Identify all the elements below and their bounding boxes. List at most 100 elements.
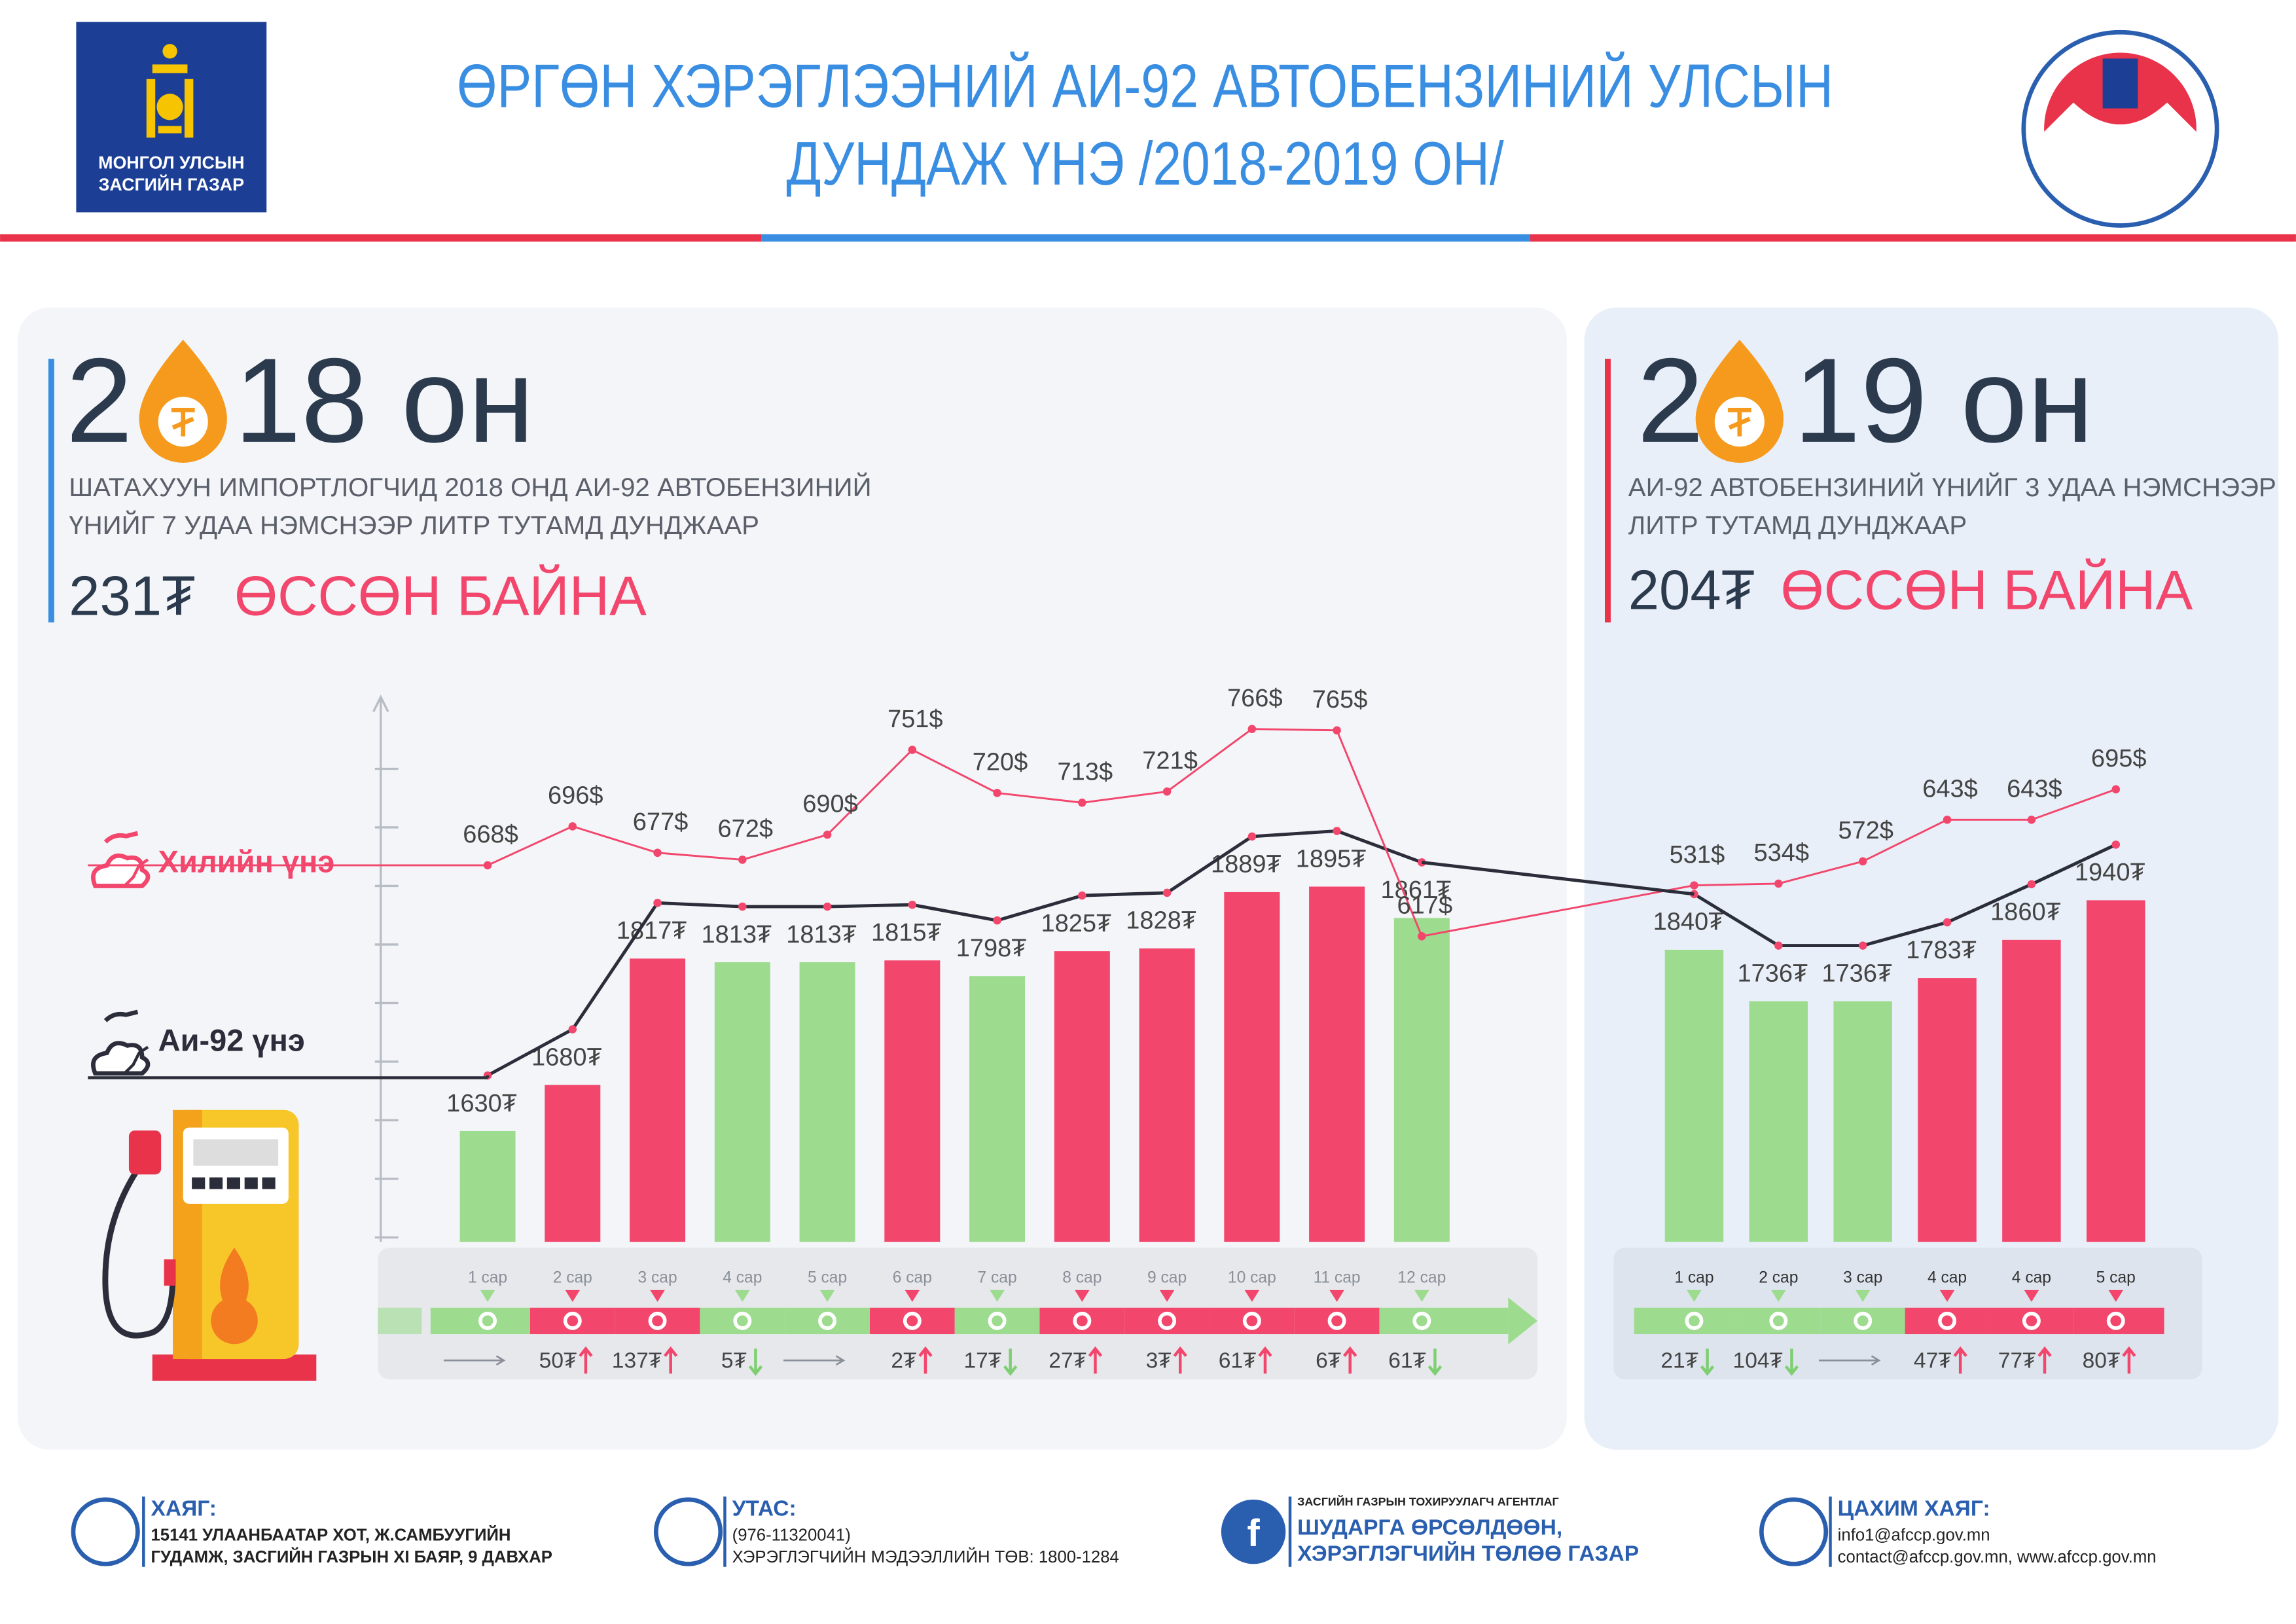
change-arrow <box>1700 1348 1715 1377</box>
world-point <box>908 746 917 754</box>
month-marker <box>1771 1290 1786 1302</box>
month-label: 9 сар <box>1147 1269 1187 1287</box>
month-marker <box>735 1290 750 1302</box>
timeline-segment <box>1989 1307 2074 1335</box>
month-dot <box>478 1311 497 1330</box>
change-arrow <box>783 1355 846 1366</box>
world-point <box>1943 816 1952 824</box>
timeline-segment <box>2073 1307 2164 1335</box>
logo-text: МОНГОЛ УЛСЫН <box>98 153 244 173</box>
bar <box>1749 1001 1808 1242</box>
month-dot <box>1327 1311 1346 1330</box>
change-arrow <box>1258 1346 1272 1374</box>
month-label: 4 сар <box>723 1269 762 1287</box>
bar <box>969 976 1026 1242</box>
world-label: 643$ <box>1922 776 1978 803</box>
bar-label: 1783₮ <box>1906 937 1977 964</box>
month-label: 4 сар <box>2012 1269 2051 1287</box>
world-label: 696$ <box>548 782 603 810</box>
bar <box>1664 949 1724 1242</box>
month-dot <box>1938 1311 1957 1330</box>
month-marker <box>2024 1290 2039 1302</box>
year: 19 он <box>1794 333 2094 467</box>
footer-text: ХЭРЭГЛЭГЧИЙН МЭДЭЭЛЛИЙН ТӨВ: 1800-1284 <box>732 1547 1119 1566</box>
world-label: 572$ <box>1838 817 1893 844</box>
description: ШАТАХУУН ИМПОРТЛОГЧИД 2018 ОНД АИ-92 АВТ… <box>69 472 871 502</box>
month-label: 12 сар <box>1397 1269 1446 1287</box>
month-marker <box>819 1290 835 1302</box>
world-point <box>823 830 832 839</box>
month-dot <box>1412 1311 1431 1330</box>
month-label: 1 сар <box>1674 1269 1713 1287</box>
timeline-segment <box>1039 1307 1125 1335</box>
change-arrow <box>1819 1355 1881 1366</box>
ai92-point <box>1162 888 1172 897</box>
connector <box>1422 860 1695 896</box>
footer-text: 15141 УЛААНБААТАР ХОТ, Ж.САМБУУГИЙН <box>151 1525 511 1545</box>
month-marker <box>1939 1290 1955 1302</box>
change-label: 6₮ <box>1316 1348 1341 1373</box>
timeline-segment <box>1905 1307 1990 1335</box>
month-label: 3 сар <box>637 1269 677 1287</box>
fuel-pump <box>102 1110 317 1381</box>
timeline-segment <box>785 1307 870 1335</box>
bar-label: 1840₮ <box>1653 909 1724 936</box>
change-arrow <box>663 1346 678 1374</box>
description: ЛИТР ТУТАМД ДУНДЖААР <box>1628 511 1967 540</box>
ai92-point <box>1858 941 1867 950</box>
timeline-segment <box>869 1307 955 1335</box>
change-arrow <box>579 1346 593 1374</box>
ai92-point <box>908 900 917 909</box>
world-point <box>2111 785 2121 794</box>
bar <box>1393 918 1450 1242</box>
bar-label: 1736₮ <box>1821 960 1892 987</box>
timeline-arrow <box>1508 1297 1538 1344</box>
description: АИ-92 АВТОБЕНЗИНИЙ ҮНИЙГ 3 УДАА НЭМСНЭЭР <box>1628 472 2276 502</box>
month-label: 5 сар <box>808 1269 847 1287</box>
footer-title: ЦАХИМ ХАЯГ: <box>1838 1496 1990 1521</box>
bar <box>1309 886 1365 1242</box>
timeline-segment <box>529 1307 615 1335</box>
bar-label: 1813₮ <box>786 921 857 948</box>
change-arrow <box>1427 1348 1443 1377</box>
ai92-point <box>1247 832 1257 841</box>
ai92-line <box>1693 843 2117 948</box>
world-point <box>1774 879 1783 888</box>
footer-divider <box>1829 1496 1832 1567</box>
world-point <box>738 856 747 864</box>
timeline-segment <box>1124 1307 1210 1335</box>
increase-text: ӨССӨН БАЙНА <box>234 564 647 628</box>
world-label: 534$ <box>1754 839 1810 867</box>
world-point <box>568 822 577 831</box>
connector <box>1422 884 1695 937</box>
title: ӨРГӨН ХЭРЭГЛЭЭНИЙ АИ-92 АВТОБЕНЗИНИЙ УЛС… <box>457 51 1833 120</box>
month-dot <box>1073 1311 1092 1330</box>
ai92-line <box>486 829 1423 1077</box>
increase: 204₮ <box>1628 560 1755 622</box>
year: 18 он <box>234 333 534 467</box>
month-label: 11 сар <box>1314 1269 1361 1287</box>
bar-label: 1861₮ <box>1381 876 1452 904</box>
change-label: 61₮ <box>1388 1348 1426 1373</box>
world-label: 690$ <box>802 790 858 818</box>
bar-label: 1798₮ <box>956 935 1027 962</box>
increase: 231₮ <box>69 566 196 628</box>
accent-bar <box>48 359 54 623</box>
change-label: 50₮ <box>539 1348 577 1373</box>
world-label: 765$ <box>1312 686 1368 713</box>
footer-title: ХАЯГ: <box>151 1496 217 1521</box>
world-point <box>1858 857 1867 866</box>
change-label: 5₮ <box>721 1348 747 1373</box>
year: 2 <box>66 333 133 467</box>
month-dot <box>1769 1311 1788 1330</box>
month-label: 8 сар <box>1062 1269 1102 1287</box>
month-marker <box>1159 1290 1175 1302</box>
divider <box>0 234 762 242</box>
world-label: 672$ <box>717 816 773 843</box>
change-label: 27₮ <box>1049 1348 1086 1373</box>
timeline-segment <box>954 1307 1040 1335</box>
description: ҮНИЙГ 7 УДАА НЭМСНЭЭР ЛИТР ТУТАМД ДУНДЖА… <box>69 510 759 540</box>
change-label: 80₮ <box>2083 1348 2121 1373</box>
world-label: 677$ <box>633 808 689 836</box>
